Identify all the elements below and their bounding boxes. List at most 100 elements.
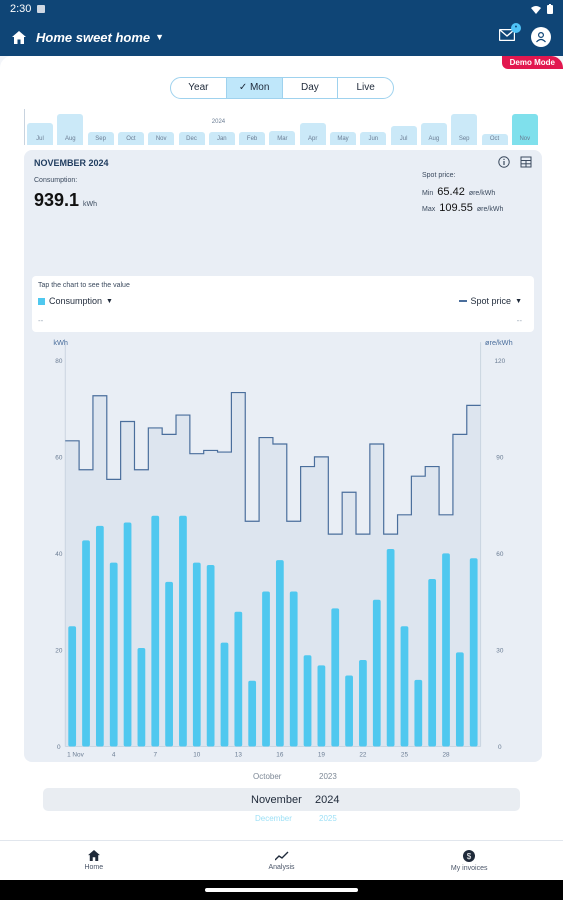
system-nav-bar [0, 880, 563, 900]
month-strip-label: Feb [246, 136, 258, 142]
nav-invoices-label: My invoices [450, 864, 488, 872]
picker-month-selected[interactable]: November [251, 794, 302, 806]
consumption-bar[interactable] [400, 626, 409, 747]
nav-invoices[interactable]: $ My invoices [375, 841, 563, 880]
month-strip-bar-12[interactable]: Jul [390, 126, 417, 145]
month-strip-bar-4[interactable]: Nov [148, 132, 175, 145]
picker-year-above[interactable]: 2023 [319, 772, 337, 781]
consumption-bar[interactable] [220, 642, 229, 747]
strip-axis [24, 109, 25, 145]
consumption-bar[interactable] [95, 525, 104, 747]
month-strip-bar-7[interactable]: Feb [239, 132, 266, 145]
bottom-nav: Home Analysis $ My invoices [0, 840, 563, 880]
consumption-bar[interactable] [206, 564, 215, 747]
month-strip-bar-11[interactable]: Jun [360, 132, 387, 145]
legend-spot-price[interactable]: Spot price ▼ [458, 296, 522, 306]
consumption-bar[interactable] [109, 562, 118, 747]
tab-live[interactable]: Live [356, 82, 375, 93]
month-strip-bar-1[interactable]: Aug [57, 114, 84, 145]
consumption-bar[interactable] [345, 675, 353, 747]
consumption-bar[interactable] [165, 581, 173, 747]
month-strip-bar-5[interactable]: Dec [178, 132, 205, 145]
month-strip-bar-16[interactable]: Nov [511, 114, 538, 145]
month-strip-bar-8[interactable]: Mar [269, 131, 296, 145]
consumption-bar[interactable] [151, 515, 160, 747]
home-gesture-handle[interactable] [205, 888, 358, 892]
consumption-bar[interactable] [289, 591, 298, 747]
month-strip-bar-3[interactable]: Oct [117, 132, 144, 145]
y-tick-left: 20 [55, 648, 63, 655]
month-strip-bar-0[interactable]: Jul [27, 123, 53, 145]
consumption-bar[interactable] [317, 665, 326, 747]
consumption-chart[interactable]: kWh øre/kWh 0 20 40 60 80 0 30 60 90 120 1 Nov 4 7 10 13… [24, 332, 542, 762]
consumption-bar[interactable] [123, 522, 132, 747]
tab-month[interactable]: ✓ Mon [226, 78, 283, 98]
month-strip-bar-14[interactable]: Sep [451, 114, 478, 145]
legend-consumption[interactable]: Consumption ▼ [38, 296, 113, 306]
month-strip-bar-2[interactable]: Sep [87, 132, 114, 145]
tab-day[interactable]: Day [283, 78, 339, 98]
month-strip-bar-15[interactable]: Oct [481, 134, 508, 145]
consumption-bar[interactable] [68, 626, 77, 747]
x-tick-label: 10 [193, 752, 201, 759]
nav-analysis[interactable]: Analysis [188, 841, 376, 880]
consumption-bar[interactable] [248, 680, 257, 747]
consumption-card: NOVEMBER 2024 Consumption: 939.1 kWh Spot… [24, 150, 542, 762]
chevron-down-icon: ▼ [106, 297, 113, 305]
messages-button[interactable]: • [498, 23, 521, 46]
month-strip-label: Apr [308, 136, 318, 142]
consumption-bar[interactable] [179, 515, 187, 747]
consumption-bar[interactable] [455, 652, 464, 747]
x-tick-label: 1 Nov [67, 752, 84, 759]
picker-year-selected[interactable]: 2024 [315, 794, 340, 806]
y-tick-right: 120 [494, 358, 505, 365]
consumption-bar[interactable] [137, 647, 146, 747]
spot-min-unit: øre/kWh [468, 190, 496, 197]
month-strip-bar-10[interactable]: May [330, 132, 356, 145]
period-tabs: Year ✓ Mon Day Live [170, 77, 394, 99]
y-tick-right: 60 [496, 551, 504, 558]
x-tick-label: 13 [235, 752, 243, 759]
demo-mode-badge: Demo Mode [501, 56, 563, 69]
consumption-bar[interactable] [414, 679, 423, 747]
month-strip-label: Aug [64, 136, 76, 142]
spot-min-label: Min [422, 190, 434, 197]
month-strip-bar-9[interactable]: Apr [299, 123, 326, 145]
tab-year[interactable]: Year [171, 78, 227, 98]
profile-avatar[interactable] [531, 27, 551, 47]
consumption-bar[interactable] [303, 655, 312, 747]
consumption-readout: -- [38, 316, 44, 325]
dollar-coin-icon: $ [463, 849, 476, 862]
consumption-bar[interactable] [372, 599, 381, 747]
consumption-bar[interactable] [359, 660, 367, 747]
strip-year-label: 2024 [211, 119, 226, 125]
nav-analysis-label: Analysis [268, 863, 295, 871]
consumption-bar[interactable] [386, 549, 395, 747]
consumption-bar[interactable] [469, 558, 478, 747]
chevron-down-icon[interactable]: ▼ [155, 32, 165, 42]
consumption-bar[interactable] [275, 560, 284, 747]
consumption-bar[interactable] [262, 591, 270, 747]
month-strip-bar-13[interactable]: Aug [420, 123, 447, 145]
status-time: 2:30 [10, 3, 32, 15]
consumption-bar[interactable] [428, 578, 437, 747]
consumption-bar[interactable] [234, 611, 243, 747]
consumption-bar[interactable] [442, 553, 450, 747]
x-tick-label: 16 [276, 752, 284, 759]
nav-home[interactable]: Home [0, 841, 188, 880]
table-view-icon[interactable] [520, 156, 532, 168]
spot-max-value: 109.55 [439, 202, 473, 214]
home-selector[interactable]: Home sweet home [36, 29, 151, 45]
consumption-bar[interactable] [192, 562, 201, 747]
picker-month-below[interactable]: December [255, 814, 292, 823]
spot-price-label: Spot price: [422, 172, 456, 179]
home-icon[interactable] [12, 30, 26, 44]
consumption-bar[interactable] [331, 608, 340, 747]
consumption-bar[interactable] [82, 540, 90, 747]
month-strip-bar-6[interactable]: Jan [208, 132, 235, 145]
picker-month-above[interactable]: October [253, 772, 282, 781]
info-icon[interactable] [498, 156, 510, 168]
picker-year-below[interactable]: 2025 [319, 814, 337, 823]
month-picker[interactable]: October 2023 November 2024 December 2025 [43, 768, 520, 832]
chevron-down-icon: ▼ [515, 297, 522, 305]
